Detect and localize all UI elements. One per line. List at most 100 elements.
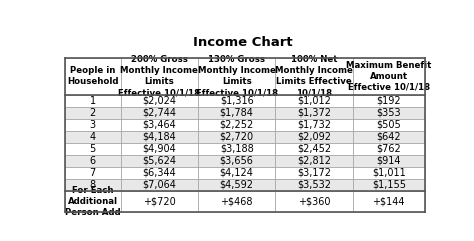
Bar <box>65 167 120 179</box>
Bar <box>353 167 425 179</box>
Text: $1,316: $1,316 <box>220 96 254 106</box>
Text: $762: $762 <box>376 144 401 154</box>
Bar <box>65 191 120 212</box>
Bar <box>120 119 198 131</box>
Bar <box>275 107 353 119</box>
Text: $1,784: $1,784 <box>220 108 254 118</box>
Bar <box>65 155 120 167</box>
Bar <box>353 131 425 143</box>
Bar <box>275 167 353 179</box>
Text: $3,464: $3,464 <box>142 120 176 130</box>
Text: 1: 1 <box>90 96 96 106</box>
Bar <box>275 155 353 167</box>
Text: 3: 3 <box>90 120 96 130</box>
Text: 6: 6 <box>90 156 96 166</box>
Text: $7,064: $7,064 <box>142 180 176 190</box>
Bar <box>65 143 120 155</box>
Bar <box>353 107 425 119</box>
Bar <box>353 155 425 167</box>
Bar <box>198 95 275 107</box>
Bar <box>120 191 198 212</box>
Text: $505: $505 <box>376 120 401 130</box>
Bar <box>275 143 353 155</box>
Bar <box>198 131 275 143</box>
Text: 7: 7 <box>90 168 96 178</box>
Text: $4,184: $4,184 <box>142 132 176 142</box>
Bar <box>120 95 198 107</box>
Text: 5: 5 <box>90 144 96 154</box>
Text: Income Chart: Income Chart <box>193 36 293 49</box>
Text: $2,452: $2,452 <box>297 144 331 154</box>
Text: $4,592: $4,592 <box>219 180 254 190</box>
Text: +$360: +$360 <box>298 196 330 206</box>
Text: $1,011: $1,011 <box>372 168 406 178</box>
Text: 200% Gross
Monthly Income
Limits
Effective 10/1/18: 200% Gross Monthly Income Limits Effecti… <box>118 55 201 97</box>
Text: $2,812: $2,812 <box>297 156 331 166</box>
Bar <box>353 191 425 212</box>
Text: For Each
Additional
Person Add: For Each Additional Person Add <box>65 186 120 217</box>
Text: $5,624: $5,624 <box>142 156 176 166</box>
Text: $1,012: $1,012 <box>297 96 331 106</box>
Bar <box>275 119 353 131</box>
Text: $3,172: $3,172 <box>297 168 331 178</box>
Bar <box>120 179 198 191</box>
Text: +$144: +$144 <box>373 196 405 206</box>
Bar <box>198 107 275 119</box>
Text: People in
Household: People in Household <box>67 66 118 86</box>
Bar <box>198 167 275 179</box>
Bar <box>275 58 353 95</box>
Text: 4: 4 <box>90 132 96 142</box>
Bar <box>65 119 120 131</box>
Bar <box>198 191 275 212</box>
Text: +$468: +$468 <box>220 196 253 206</box>
Text: 100% Net
Monthly Income
Limits Effective
10/1/18: 100% Net Monthly Income Limits Effective… <box>275 55 353 97</box>
Bar <box>275 191 353 212</box>
Text: $353: $353 <box>376 108 401 118</box>
Bar <box>65 179 120 191</box>
Bar <box>198 179 275 191</box>
Text: $1,732: $1,732 <box>297 120 331 130</box>
Bar <box>65 95 120 107</box>
Bar <box>120 107 198 119</box>
Bar <box>65 58 120 95</box>
Text: $914: $914 <box>376 156 401 166</box>
Bar <box>198 143 275 155</box>
Text: +$720: +$720 <box>143 196 176 206</box>
Text: 130% Gross
Monthly Income
Limits
Effective 10/1/18: 130% Gross Monthly Income Limits Effecti… <box>196 55 278 97</box>
Bar <box>198 58 275 95</box>
Bar <box>275 131 353 143</box>
Bar <box>353 58 425 95</box>
Bar <box>353 95 425 107</box>
Bar <box>120 155 198 167</box>
Bar <box>275 179 353 191</box>
Bar <box>198 119 275 131</box>
Bar <box>353 143 425 155</box>
Text: $2,744: $2,744 <box>142 108 176 118</box>
Text: $2,024: $2,024 <box>142 96 176 106</box>
Bar <box>65 131 120 143</box>
Text: $642: $642 <box>376 132 401 142</box>
Text: $6,344: $6,344 <box>142 168 176 178</box>
Text: $4,904: $4,904 <box>142 144 176 154</box>
Bar <box>120 131 198 143</box>
Bar <box>353 179 425 191</box>
Bar <box>353 119 425 131</box>
Text: 2: 2 <box>90 108 96 118</box>
Text: $1,372: $1,372 <box>297 108 331 118</box>
Bar <box>65 107 120 119</box>
Text: $4,124: $4,124 <box>220 168 254 178</box>
Text: $2,720: $2,720 <box>219 132 254 142</box>
Bar <box>198 155 275 167</box>
Text: Maximum Benefit
Amount
Effective 10/1/18: Maximum Benefit Amount Effective 10/1/18 <box>346 60 431 92</box>
Text: $2,252: $2,252 <box>219 120 254 130</box>
Text: $2,092: $2,092 <box>297 132 331 142</box>
Text: $3,188: $3,188 <box>220 144 254 154</box>
Text: $3,532: $3,532 <box>297 180 331 190</box>
Text: $192: $192 <box>376 96 401 106</box>
Text: 8: 8 <box>90 180 96 190</box>
Bar <box>120 143 198 155</box>
Bar <box>120 58 198 95</box>
Bar <box>275 95 353 107</box>
Text: $3,656: $3,656 <box>220 156 254 166</box>
Text: $1,155: $1,155 <box>372 180 406 190</box>
